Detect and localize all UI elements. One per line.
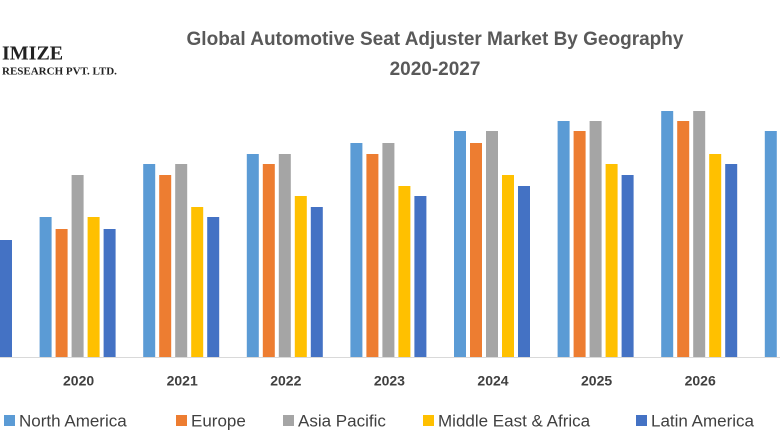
x-tick-label: 2025 bbox=[581, 373, 612, 389]
chart-subtitle: 2020-2027 bbox=[390, 59, 481, 80]
bar bbox=[677, 121, 690, 357]
bar bbox=[454, 131, 466, 357]
bar bbox=[518, 186, 530, 357]
bar bbox=[0, 240, 12, 357]
x-tick-label: 2026 bbox=[685, 373, 716, 389]
bar bbox=[621, 175, 634, 357]
bar bbox=[350, 143, 363, 357]
bar bbox=[207, 217, 220, 357]
bar bbox=[278, 154, 291, 357]
legend-swatch bbox=[283, 415, 294, 426]
bar bbox=[55, 229, 68, 357]
bar bbox=[398, 186, 411, 357]
chart-title: Global Automotive Seat Adjuster Market B… bbox=[187, 29, 684, 50]
logo-name: IMIZE bbox=[2, 43, 63, 65]
x-tick-label: 2021 bbox=[167, 373, 198, 389]
bar bbox=[486, 131, 498, 357]
bar bbox=[246, 154, 259, 357]
bar bbox=[693, 111, 706, 357]
bar bbox=[502, 175, 514, 357]
bar bbox=[661, 111, 674, 357]
legend-swatch bbox=[423, 415, 434, 426]
bar bbox=[589, 121, 602, 357]
legend-label: Latin America bbox=[651, 411, 755, 430]
x-tick-label: 2024 bbox=[477, 373, 508, 389]
logo-tagline: RESEARCH PVT. LTD. bbox=[2, 66, 117, 78]
bar bbox=[39, 217, 52, 357]
bar bbox=[103, 229, 116, 357]
legend-label: North America bbox=[19, 411, 127, 430]
bar bbox=[294, 196, 307, 357]
legend-label: Asia Pacific bbox=[298, 411, 386, 430]
legend-swatch bbox=[636, 415, 647, 426]
bar bbox=[71, 175, 84, 357]
legend-label: Middle East & Africa bbox=[438, 411, 591, 430]
x-tick-label: 2020 bbox=[63, 373, 94, 389]
bar bbox=[159, 175, 172, 357]
bar bbox=[310, 207, 323, 357]
legend-label: Europe bbox=[191, 411, 246, 430]
bar bbox=[191, 207, 204, 357]
bar bbox=[366, 154, 379, 357]
bar bbox=[557, 121, 570, 357]
legend-swatch bbox=[4, 415, 15, 426]
legend-swatch bbox=[176, 415, 187, 426]
bar bbox=[605, 164, 618, 357]
bar bbox=[175, 164, 188, 357]
bar bbox=[382, 143, 395, 357]
x-tick-label: 2023 bbox=[374, 373, 405, 389]
bar bbox=[262, 164, 275, 357]
bar bbox=[725, 164, 738, 357]
bar bbox=[470, 143, 482, 357]
x-tick-label: 2022 bbox=[270, 373, 301, 389]
bar bbox=[709, 154, 722, 357]
bar bbox=[87, 217, 100, 357]
bar bbox=[573, 131, 586, 357]
bar bbox=[143, 164, 156, 357]
bar bbox=[414, 196, 427, 357]
bar bbox=[764, 131, 777, 357]
